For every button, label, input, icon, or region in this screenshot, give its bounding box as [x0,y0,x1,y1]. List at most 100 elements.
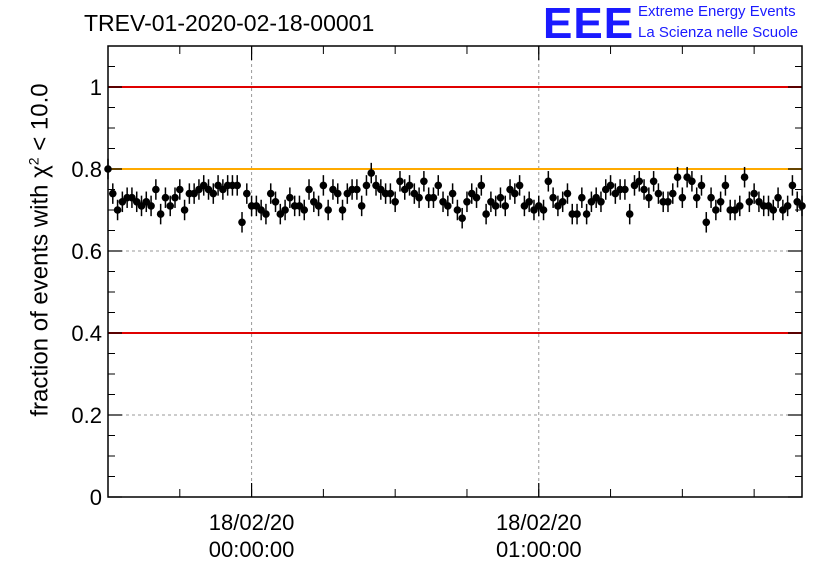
point-marker [539,206,548,214]
point-marker [396,177,404,186]
data-point [386,183,395,204]
point-marker [525,198,533,206]
data-point [405,175,414,196]
point-marker [386,189,395,198]
point-marker [444,202,452,210]
data-point [458,207,466,229]
data-point [281,199,289,221]
point-marker [477,181,486,190]
data-point [625,203,634,225]
data-point [271,191,280,213]
data-point [582,203,591,225]
data-point [621,179,629,200]
data-point [501,195,510,217]
point-marker [621,185,629,194]
point-marker [209,189,218,198]
point-marker [338,206,347,214]
grid-lines [108,46,802,497]
point-marker [549,193,557,202]
data-point [391,191,399,213]
data-point [707,187,715,208]
point-marker [664,198,672,206]
point-marker [281,206,289,214]
data-point [664,191,672,213]
threshold-lines [108,86,802,334]
point-marker [515,181,524,190]
data-point [175,179,184,200]
point-marker [448,189,457,198]
point-marker [558,198,567,206]
point-marker [582,210,591,218]
point-marker [434,181,443,190]
data-point [645,187,653,208]
data-point [721,175,730,196]
data-point [305,179,313,200]
data-point [640,179,648,200]
data-point [113,199,122,221]
data-point [362,175,371,196]
point-marker [156,210,165,218]
data-point [745,191,754,213]
data-point [353,179,361,200]
data-point [716,191,725,213]
point-marker [458,214,466,222]
point-marker [300,206,309,214]
data-point [319,175,328,196]
point-marker [482,210,490,218]
point-marker [166,202,175,210]
data-point [444,195,452,217]
data-point [525,191,533,213]
plot-frame [107,45,803,498]
y-axis-label-exponent: 2 [25,157,42,166]
point-marker [769,206,778,214]
point-marker [286,193,294,202]
data-point [171,187,179,208]
point-marker [243,189,251,198]
point-marker [692,193,701,202]
point-marker [783,202,792,210]
point-marker [319,181,328,190]
y-tick-label: 0.6 [71,239,102,264]
data-point [697,175,706,196]
point-marker [463,198,471,206]
point-marker [563,189,572,198]
data-point [549,187,557,208]
point-marker [635,177,644,186]
data-point [544,171,553,192]
data-point [750,183,758,204]
point-marker [333,189,342,198]
point-marker [597,198,605,206]
point-marker [707,193,715,202]
data-point [702,212,711,233]
data-point [678,187,687,208]
data-point [635,171,644,192]
data-point [333,183,342,204]
data-point [108,183,117,204]
data-point [300,199,309,221]
data-point [783,195,792,217]
data-point [420,171,428,192]
data-point [563,183,572,204]
point-marker [774,193,782,202]
point-marker [171,193,179,202]
data-point [511,183,519,204]
data-point [314,195,323,217]
data-point [238,212,246,233]
data-point [463,191,471,213]
point-marker [314,202,323,210]
data-point [740,166,749,188]
point-marker [688,177,696,186]
x-tick-label-date: 18/02/20 [496,510,582,535]
point-marker [649,177,658,186]
data-point [396,171,404,192]
data-point [233,175,242,196]
data-point [692,187,701,208]
data-point [688,171,696,192]
point-marker [175,185,184,194]
point-marker [491,202,500,210]
data-point [243,183,251,204]
point-marker [113,206,122,214]
point-marker [147,202,155,210]
data-point [161,187,170,208]
